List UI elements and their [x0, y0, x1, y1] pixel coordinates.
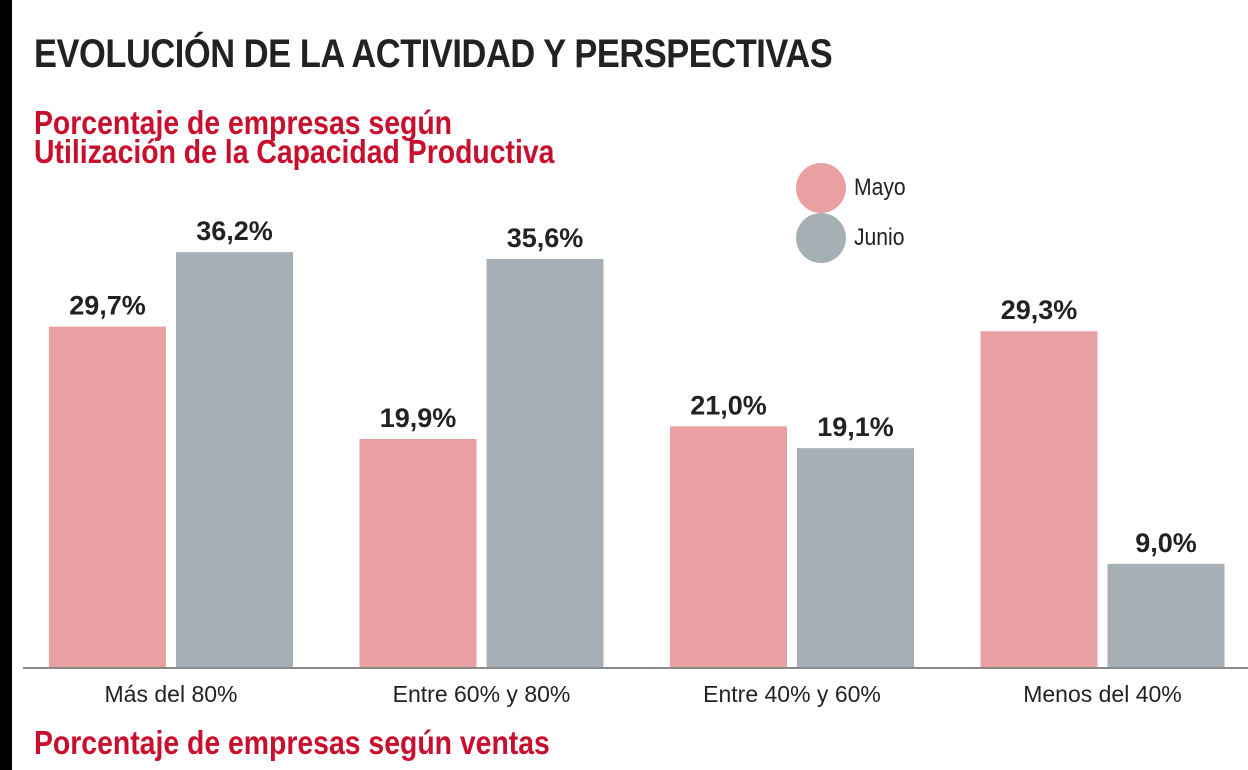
legend: Mayo Junio	[796, 163, 913, 263]
bar-junio-2	[797, 448, 914, 667]
legend-item-junio: Junio	[796, 213, 913, 263]
bar-mayo-0	[49, 326, 166, 667]
next-section-title: Porcentaje de empresas según ventas	[34, 724, 550, 761]
left-border	[0, 0, 12, 770]
category-label-0: Más del 80%	[105, 681, 238, 707]
data-label-junio-0: 36,2%	[196, 216, 273, 246]
chart-subtitle-line1: Porcentaje de empresas según	[34, 104, 453, 141]
bar-mayo-2	[670, 426, 787, 667]
bar-mayo-3	[980, 331, 1098, 667]
legend-item-mayo: Mayo	[796, 163, 913, 213]
legend-swatch-mayo	[796, 163, 846, 213]
data-label-mayo-0: 29,7%	[69, 291, 146, 321]
category-label-2: Entre 40% y 60%	[703, 681, 881, 707]
chart-subtitle-line2: Utilización de la Capacidad Productiva	[34, 133, 555, 170]
chart-subtitle: Porcentaje de empresas según Utilización…	[34, 104, 555, 170]
bar-junio-0	[176, 252, 293, 667]
page-title: EVOLUCIÓN DE LA ACTIVIDAD Y PERSPECTIVAS	[34, 32, 833, 76]
bar-junio-3	[1107, 563, 1225, 667]
category-label-3: Menos del 40%	[1023, 681, 1182, 707]
data-label-mayo-1: 19,9%	[380, 403, 457, 433]
data-label-junio-1: 35,6%	[507, 223, 584, 253]
data-label-junio-2: 19,1%	[817, 412, 894, 442]
data-label-mayo-2: 21,0%	[690, 390, 767, 420]
bar-junio-1	[486, 259, 604, 667]
legend-label-mayo: Mayo	[854, 174, 906, 201]
category-label-1: Entre 60% y 80%	[393, 681, 571, 707]
data-label-mayo-3: 29,3%	[1001, 295, 1078, 325]
legend-label-junio: Junio	[854, 224, 905, 251]
legend-swatch-junio	[796, 213, 846, 263]
data-label-junio-3: 9,0%	[1135, 528, 1197, 558]
bar-mayo-1	[359, 438, 477, 667]
